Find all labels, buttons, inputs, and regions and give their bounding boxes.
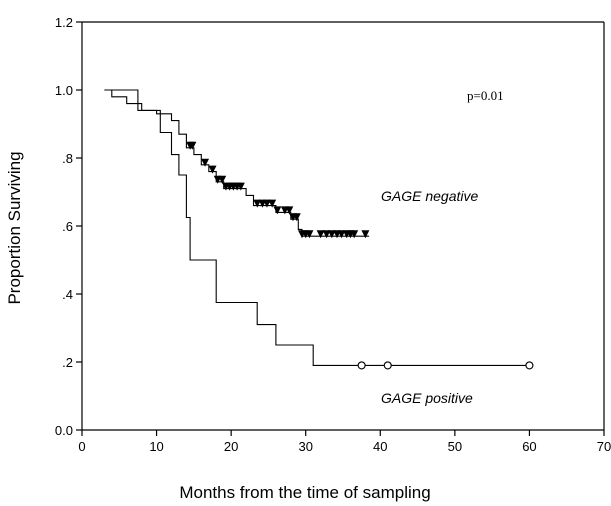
gage-negative-censor-marker [268,199,277,208]
x-axis-title: Months from the time of sampling [179,483,430,502]
y-tick-label: 1.0 [55,83,73,98]
p-value-label: p=0.01 [467,88,504,103]
x-tick-label: 40 [373,439,387,454]
gage-negative-censor-marker [322,230,331,239]
gage-negative-censor-marker [350,230,359,239]
gage-negative-censor-marker [262,199,271,208]
gage-negative-censor-marker [337,230,346,239]
x-tick-label: 60 [522,439,536,454]
gage-negative-censor-marker [201,158,210,167]
gage-negative-censor-marker [327,230,336,239]
series-layer [104,89,530,366]
y-tick-label: 0.0 [55,423,73,438]
y-tick-label: 1.2 [55,15,73,30]
y-tick-label: .6 [62,219,73,234]
x-tick-label: 30 [298,439,312,454]
gage-negative-censor-marker [292,213,301,222]
x-tick-label: 20 [224,439,238,454]
gage-negative-censor-marker [208,165,217,174]
gage-negative-censor-marker [361,230,370,239]
y-axis-title: Proportion Surviving [5,151,24,304]
gage-positive-censor-marker [525,361,534,370]
gage-negative-censor-marker [253,199,262,208]
gage-negative-censor-marker [218,175,227,184]
y-tick-label: .2 [62,355,73,370]
gage-positive-censor-marker [357,361,366,370]
gage-negative-censor-marker [305,230,314,239]
y-tick-label: .4 [62,287,73,302]
x-tick-label: 50 [448,439,462,454]
x-tick-label: 0 [78,439,85,454]
x-tick-label: 10 [149,439,163,454]
censor-markers [186,141,534,370]
y-tick-label: .8 [62,151,73,166]
gage-positive-curve [104,89,530,366]
gage-negative-censor-marker [316,230,325,239]
gage-negative-curve [104,89,370,237]
axes [81,21,605,431]
gage-negative-censor-marker [236,182,245,191]
gage-positive-censor-marker [383,361,392,370]
gage-negative-censor-marker [273,206,282,215]
x-ticks: 0 10 20 30 40 50 60 70 [78,430,611,454]
gage-positive-label: GAGE positive [381,390,473,406]
gage-negative-label: GAGE negative [381,188,478,204]
y-ticks: 0.0 .2 .4 .6 .8 1.0 1.2 [55,15,82,438]
gage-negative-censor-marker [188,141,197,150]
x-tick-label: 70 [597,439,611,454]
gage-negative-censor-marker [285,206,294,215]
